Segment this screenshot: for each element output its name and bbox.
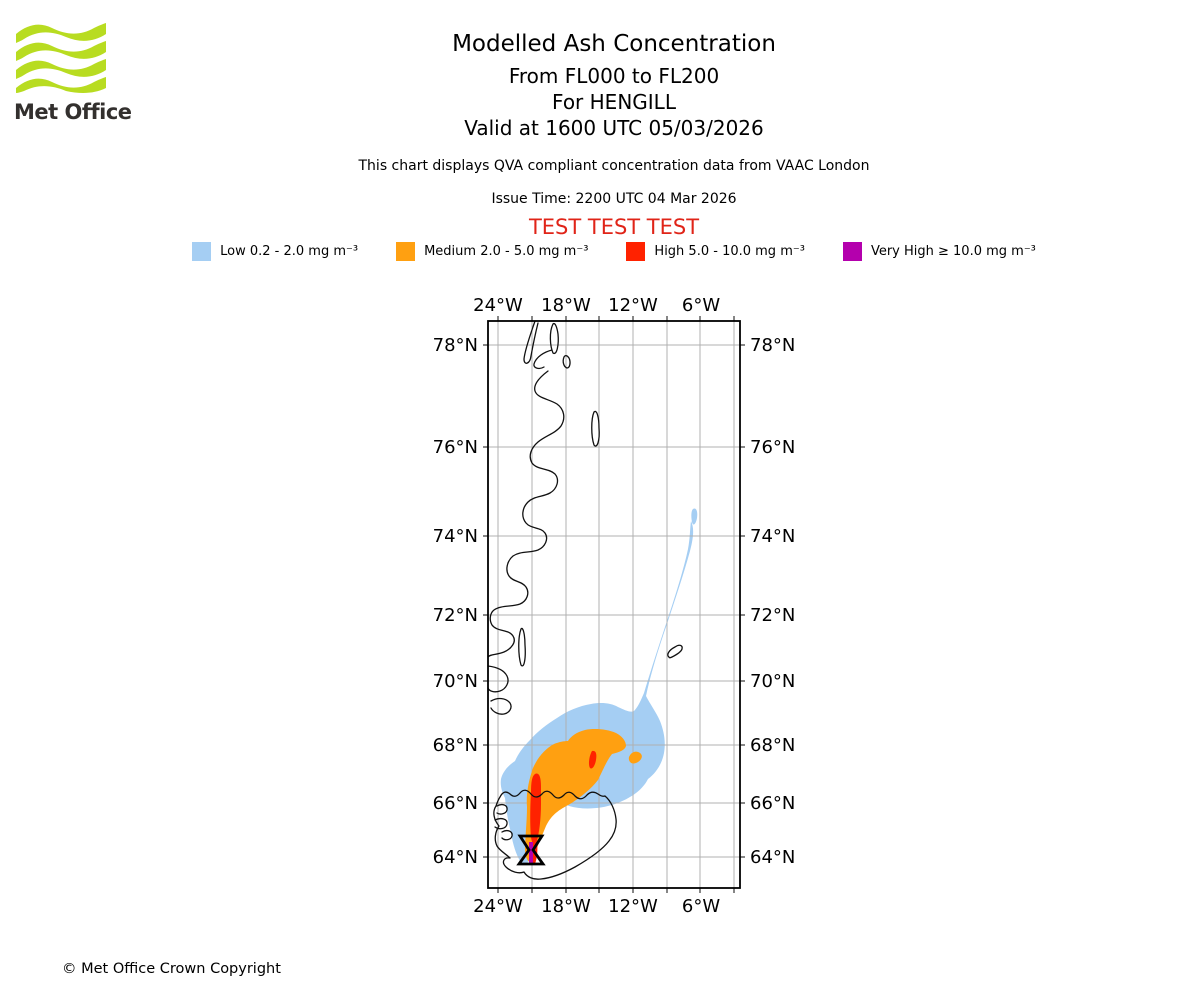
page-title: Modelled Ash Concentration bbox=[452, 31, 776, 57]
qva-description: This chart displays QVA compliant concen… bbox=[358, 158, 870, 174]
lon-label: 24°W bbox=[473, 896, 523, 917]
lon-label: 18°W bbox=[541, 896, 591, 917]
met-office-logo: Met Office bbox=[14, 20, 134, 124]
lat-label: 70°N bbox=[433, 671, 478, 692]
high-swatch-icon bbox=[626, 242, 646, 261]
graticule bbox=[488, 321, 740, 888]
lat-label: 66°N bbox=[433, 793, 478, 814]
map-frame bbox=[487, 320, 741, 889]
test-banner: TEST TEST TEST bbox=[528, 215, 700, 239]
medium-swatch-icon bbox=[396, 242, 416, 261]
legend-item-very-high: Very High ≥ 10.0 mg m⁻³ bbox=[842, 242, 1036, 261]
ash-dispersion-map: 24°W 18°W 12°W 6°W 24°W 18°W 12°W 6°W 78… bbox=[433, 295, 796, 917]
longitude-labels-top: 24°W 18°W 12°W 6°W bbox=[473, 295, 720, 316]
legend-item-high: High 5.0 - 10.0 mg m⁻³ bbox=[626, 242, 805, 261]
plume-very-high bbox=[529, 842, 533, 863]
lon-label: 24°W bbox=[473, 295, 523, 316]
legend-item-medium: Medium 2.0 - 5.0 mg m⁻³ bbox=[396, 242, 588, 261]
jan-mayen-coastline bbox=[667, 644, 683, 659]
lat-label: 64°N bbox=[433, 847, 478, 868]
concentration-legend: Low 0.2 - 2.0 mg m⁻³ Medium 2.0 - 5.0 mg… bbox=[14, 242, 1200, 261]
met-office-waves-icon bbox=[16, 23, 106, 93]
legend-item-low: Low 0.2 - 2.0 mg m⁻³ bbox=[192, 242, 358, 261]
issue-time: Issue Time: 2200 UTC 04 Mar 2026 bbox=[491, 191, 737, 207]
legend-label-medium: Medium 2.0 - 5.0 mg m⁻³ bbox=[424, 244, 589, 259]
plume-high bbox=[530, 750, 597, 864]
lat-label: 72°N bbox=[750, 605, 795, 626]
low-swatch-icon bbox=[192, 242, 212, 261]
lat-label: 72°N bbox=[433, 605, 478, 626]
longitude-labels-bottom: 24°W 18°W 12°W 6°W bbox=[473, 896, 720, 917]
lon-label: 12°W bbox=[608, 295, 658, 316]
lon-label: 6°W bbox=[682, 896, 720, 917]
lat-label: 76°N bbox=[750, 437, 795, 458]
valid-time-line: Valid at 1600 UTC 05/03/2026 bbox=[464, 116, 764, 140]
lat-label: 68°N bbox=[750, 735, 795, 756]
lat-label: 70°N bbox=[750, 671, 795, 692]
copyright-notice: © Met Office Crown Copyright bbox=[62, 961, 281, 977]
greenland-coastline bbox=[487, 320, 600, 715]
lat-label: 66°N bbox=[750, 793, 795, 814]
lat-label: 64°N bbox=[750, 847, 795, 868]
plume-medium bbox=[525, 729, 642, 863]
lat-label: 74°N bbox=[433, 526, 478, 547]
lat-label: 74°N bbox=[750, 526, 795, 547]
plume-low-detached-sliver bbox=[691, 508, 698, 525]
volcano-source-icon bbox=[516, 834, 546, 866]
latitude-labels-left: 78°N 76°N 74°N 72°N 70°N 68°N 66°N 64°N bbox=[433, 335, 478, 868]
flight-level-line: From FL000 to FL200 bbox=[508, 64, 720, 88]
plume-medium-patch bbox=[628, 751, 642, 764]
lon-label: 12°W bbox=[608, 896, 658, 917]
latitude-labels-right: 78°N 76°N 74°N 72°N 70°N 68°N 66°N 64°N bbox=[750, 335, 795, 868]
lat-label: 78°N bbox=[433, 335, 478, 356]
lat-label: 68°N bbox=[433, 735, 478, 756]
lat-label: 78°N bbox=[750, 335, 795, 356]
met-office-wordmark: Met Office bbox=[14, 100, 132, 124]
lat-label: 76°N bbox=[433, 437, 478, 458]
volcano-line: For HENGILL bbox=[552, 90, 676, 114]
legend-label-high: High 5.0 - 10.0 mg m⁻³ bbox=[654, 244, 805, 259]
lon-label: 6°W bbox=[682, 295, 720, 316]
legend-label-very-high: Very High ≥ 10.0 mg m⁻³ bbox=[870, 244, 1036, 259]
very-high-swatch-icon bbox=[842, 242, 862, 261]
legend-label-low: Low 0.2 - 2.0 mg m⁻³ bbox=[220, 244, 359, 259]
lon-label: 18°W bbox=[541, 295, 591, 316]
iceland-coastline bbox=[493, 789, 617, 880]
